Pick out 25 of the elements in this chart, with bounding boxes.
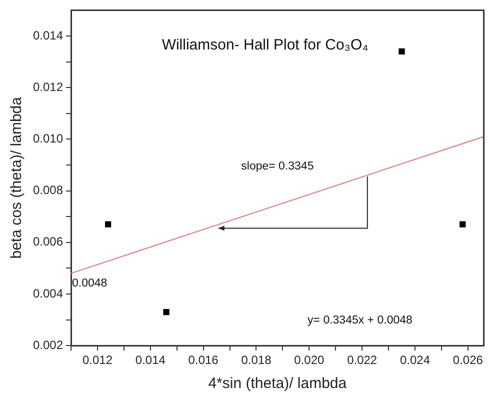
point [105, 221, 112, 228]
annotation: 0.0048 [72, 277, 108, 290]
y-tick-label: 0.006 [33, 234, 64, 249]
x-tick-label: 0.014 [135, 353, 166, 368]
point [163, 308, 170, 316]
point [398, 48, 405, 55]
y-tick-label: 0.004 [33, 286, 64, 300]
x-tick-label: 0.020 [294, 353, 325, 368]
y-tick-label: 0.008 [33, 183, 64, 198]
y-axis-title: beta cos (theta)/ lambda [8, 96, 26, 259]
text: Williamson- Hall Plot for Co₃O₄ [162, 36, 368, 54]
x-tick-label: 0.022 [347, 353, 378, 368]
x-tick-label: 0.018 [241, 353, 272, 368]
x-axis-title: 4*sin (theta)/ lambda [208, 375, 348, 392]
y-tick-label: 0.002 [33, 338, 64, 352]
x-tick-label: 0.024 [400, 353, 430, 368]
annotation: slope= 0.3345 [241, 160, 314, 172]
x-tick-label: 0.012 [82, 353, 113, 368]
y-tick-label: 0.010 [33, 132, 64, 146]
x-tick-label: 0.026 [452, 353, 484, 368]
point [460, 221, 466, 228]
annotation: y= 0.3345x + 0.0048 [308, 314, 412, 327]
y-tick-label: 0.014 [33, 28, 64, 42]
x-tick-label: 0.016 [188, 353, 219, 368]
y-tick-label: 0.012 [33, 80, 64, 94]
